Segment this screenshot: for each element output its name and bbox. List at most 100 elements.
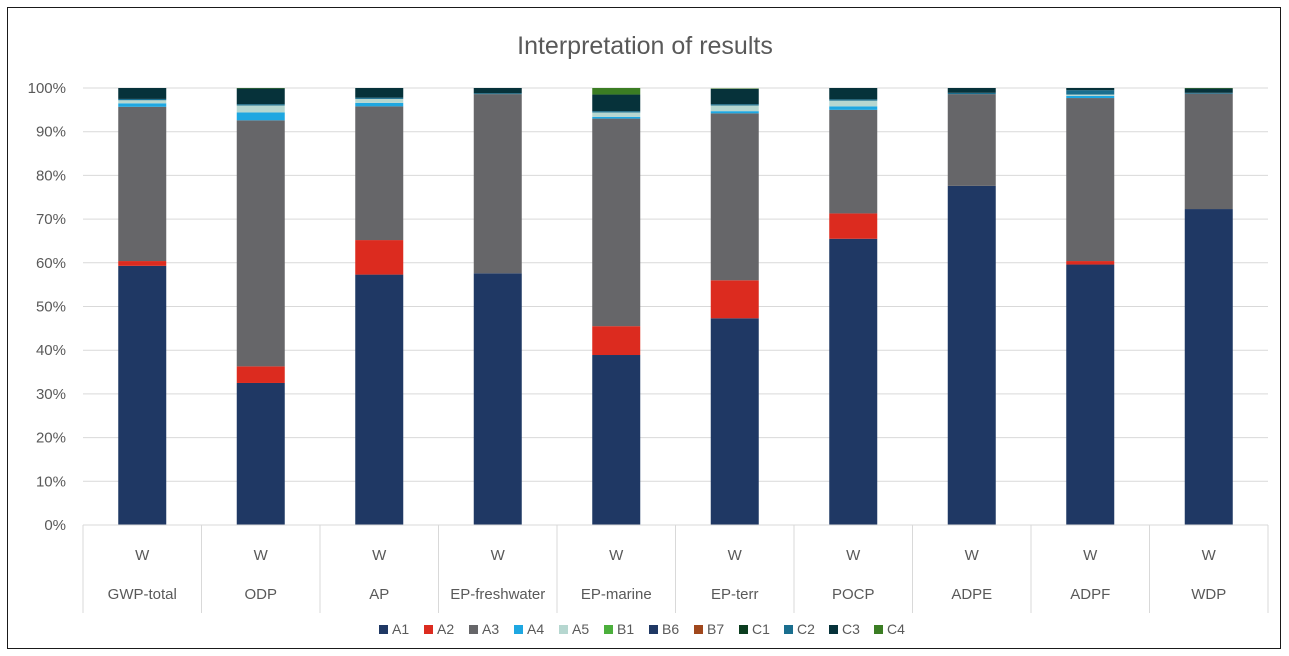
x-category-label: GWP-total xyxy=(108,586,177,603)
bar-segment-c4 xyxy=(592,88,641,95)
legend-swatch xyxy=(784,625,793,634)
bar-segment-a1 xyxy=(1066,264,1115,525)
legend-swatch xyxy=(424,625,433,634)
bar-segment-a1 xyxy=(473,273,522,525)
y-tick-label: 0% xyxy=(44,517,66,534)
bar-segment-c2 xyxy=(1184,92,1233,94)
legend-label: B7 xyxy=(707,621,724,637)
legend-swatch xyxy=(559,625,568,634)
legend-label: C1 xyxy=(752,621,770,637)
bar-segment-a4 xyxy=(118,103,167,107)
legend-label: A4 xyxy=(527,621,544,637)
bar-segment-c2 xyxy=(592,111,641,113)
chart-frame: Interpretation of results 0% 10% 20% 30% 40%… xyxy=(7,7,1281,649)
bar-segment-a2 xyxy=(592,326,641,356)
legend-label: A3 xyxy=(482,621,499,637)
legend-swatch xyxy=(604,625,613,634)
bar-segment-c3 xyxy=(947,88,996,93)
bar-segment-a5 xyxy=(710,105,759,112)
bar-segment-a2 xyxy=(710,280,759,319)
bar-segment-a1 xyxy=(236,382,285,525)
bar-segment-a5 xyxy=(592,112,641,117)
bar-segment-a5 xyxy=(829,100,878,107)
y-axis-ticks: 0% 10% 20% 30% 40% 50% 60% 70% 80% 90% 100% xyxy=(28,80,66,534)
y-tick-label: 20% xyxy=(36,430,66,447)
bar-segment-a1 xyxy=(118,265,167,525)
bar-segment-a4 xyxy=(355,102,404,107)
x-category-label: EP-marine xyxy=(581,586,652,603)
bar-segment-a3 xyxy=(710,113,759,281)
bar-segment-a1 xyxy=(947,185,996,525)
bars xyxy=(118,88,1233,525)
x-group-label: W xyxy=(254,547,269,564)
y-tick-label: 70% xyxy=(36,211,66,228)
chart-title: Interpretation of results xyxy=(517,32,773,60)
bar-segment-a2 xyxy=(1066,261,1115,265)
legend-swatch xyxy=(829,625,838,634)
bar-segment-c3 xyxy=(592,94,641,112)
bar-segment-a3 xyxy=(236,120,285,367)
x-category-label: WDP xyxy=(1191,586,1226,603)
bar-segment-a4 xyxy=(1066,95,1115,99)
y-tick-label: 60% xyxy=(36,255,66,272)
bar-segment-a3 xyxy=(829,109,878,214)
y-tick-label: 100% xyxy=(28,80,66,97)
y-tick-label: 90% xyxy=(36,124,66,141)
legend-swatch xyxy=(379,625,388,634)
bar-segment-a5 xyxy=(118,100,167,104)
bar-segment-a5 xyxy=(355,98,404,103)
bar-segment-c2 xyxy=(355,97,404,99)
x-category-label: EP-freshwater xyxy=(450,586,545,603)
x-group-label: W xyxy=(965,547,980,564)
y-tick-label: 30% xyxy=(36,386,66,403)
x-category-label: EP-terr xyxy=(711,586,759,603)
bar-segment-c3 xyxy=(710,88,759,105)
bar-segment-a1 xyxy=(1184,209,1233,525)
y-tick-label: 40% xyxy=(36,342,66,359)
bar-segment-c2 xyxy=(710,104,759,106)
bar-segment-c2 xyxy=(1066,90,1115,95)
stacked-bar-chart: Interpretation of results 0% 10% 20% 30% 40%… xyxy=(28,32,1269,637)
bar-segment-a3 xyxy=(355,106,404,241)
x-group-label: W xyxy=(135,547,150,564)
x-category-label: ADPF xyxy=(1070,586,1110,603)
legend-label: B1 xyxy=(617,621,634,637)
bar-segment-a2 xyxy=(236,366,285,383)
bar-segment-a1 xyxy=(355,274,404,525)
bar-segment-c2 xyxy=(473,93,522,95)
bar-segment-a4 xyxy=(592,116,641,119)
x-category-label: POCP xyxy=(832,586,875,603)
bar-segment-c3 xyxy=(236,88,285,105)
bar-segment-a5 xyxy=(236,105,285,113)
legend-label: B6 xyxy=(662,621,679,637)
x-group-label: W xyxy=(846,547,861,564)
bar-segment-a3 xyxy=(592,118,641,327)
bar-segment-a4 xyxy=(710,111,759,114)
bar-segment-c2 xyxy=(947,92,996,95)
x-category-label: ADPE xyxy=(951,586,992,603)
legend-swatch xyxy=(739,625,748,634)
legend-swatch xyxy=(514,625,523,634)
legend-label: C4 xyxy=(887,621,905,637)
x-axis: W GWP-total W ODP W AP W EP-freshwater W EP-marin… xyxy=(82,524,1269,613)
legend-label: C2 xyxy=(797,621,815,637)
legend-label: A2 xyxy=(437,621,454,637)
y-tick-label: 10% xyxy=(36,473,66,490)
bar-segment-c2 xyxy=(829,99,878,101)
bar-segment-c3 xyxy=(1184,88,1233,93)
legend-swatch xyxy=(469,625,478,634)
bar-segment-c2 xyxy=(118,98,167,101)
bar-segment-a3 xyxy=(118,106,167,262)
x-group-label: W xyxy=(1083,547,1098,564)
x-category-label: AP xyxy=(369,586,389,603)
bar-segment-a1 xyxy=(592,355,641,525)
bar-segment-a3 xyxy=(473,94,522,274)
x-group-label: W xyxy=(609,547,624,564)
legend-label: A5 xyxy=(572,621,589,637)
bar-segment-a3 xyxy=(947,94,996,186)
x-group-label: W xyxy=(1202,547,1217,564)
bar-segment-a2 xyxy=(355,240,404,275)
bar-segment-a1 xyxy=(829,238,878,525)
legend-label: C3 xyxy=(842,621,860,637)
bar-segment-a3 xyxy=(1066,98,1115,262)
